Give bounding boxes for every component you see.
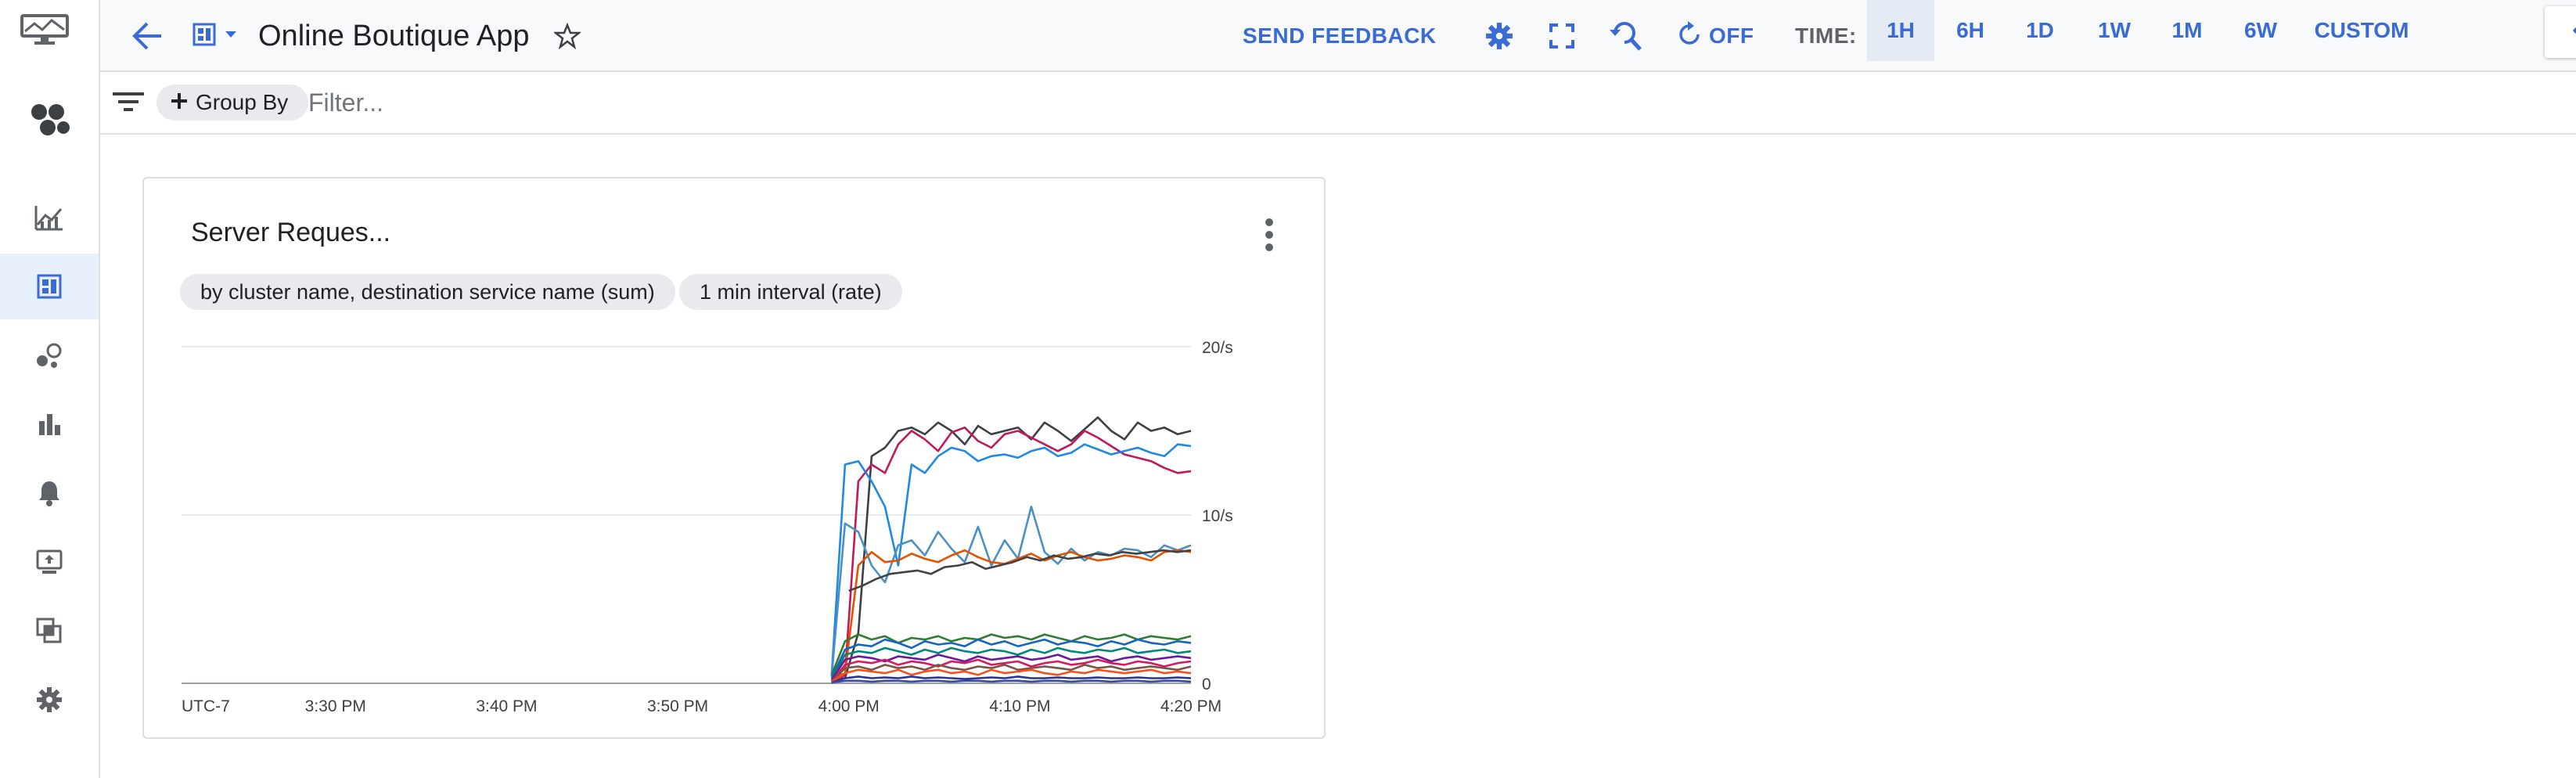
dashboard-switcher[interactable]: [192, 0, 238, 72]
monitoring-logo-icon[interactable]: [20, 14, 72, 45]
series-line: [848, 549, 1192, 593]
overview-icon[interactable]: [0, 88, 99, 153]
zoom-reset-icon[interactable]: [1607, 0, 1642, 72]
y-tick-label: 20/s: [1202, 339, 1233, 357]
groups-icon[interactable]: [0, 391, 99, 457]
filter-input[interactable]: [308, 83, 856, 122]
series-line: [831, 426, 1192, 685]
x-tick-label: 4:20 PM: [1160, 697, 1221, 715]
auto-refresh-toggle[interactable]: OFF: [1678, 0, 1754, 72]
y-tick-label: 10/s: [1202, 507, 1233, 525]
chart-card: 0 10/s 20/s UTC-7 3:30 PM 3:40 PM 3:50 PM 4:00 …: [142, 177, 1326, 739]
uptime-checks-icon[interactable]: [0, 529, 99, 595]
series-line: [831, 668, 1192, 683]
alerting-icon[interactable]: [0, 460, 99, 526]
series-line: [830, 638, 1192, 679]
chevron-down-icon: [224, 29, 238, 43]
back-arrow-icon[interactable]: [131, 0, 163, 72]
group-by-chip[interactable]: Group By: [157, 85, 309, 121]
series-line: [831, 416, 1192, 681]
time-range-1d[interactable]: 1D: [2026, 18, 2054, 42]
page-title: Online Boutique App: [258, 19, 530, 52]
time-range-custom[interactable]: CUSTOM: [2314, 18, 2409, 42]
series-line: [830, 647, 1192, 681]
dashboards-icon[interactable]: [0, 254, 99, 319]
services-icon[interactable]: [0, 322, 99, 388]
series-line: [831, 675, 1192, 684]
top-bar: Online Boutique App SEND FEEDBACK: [100, 0, 2576, 72]
time-range-6w[interactable]: 6W: [2244, 18, 2277, 42]
time-range-6h[interactable]: 6H: [1956, 18, 1984, 42]
view-mode-button[interactable]: [2545, 6, 2576, 58]
line-chart: 0 10/s 20/s UTC-7 3:30 PM 3:40 PM 3:50 PM 4:00 …: [182, 339, 1233, 715]
group-by-label: Group By: [196, 90, 289, 114]
left-nav-rail: [0, 0, 100, 778]
more-vert-icon[interactable]: [1254, 214, 1285, 255]
x-tick-label: 4:10 PM: [989, 697, 1050, 715]
series-line: [831, 549, 1192, 679]
interval-chip[interactable]: 1 min interval (rate): [679, 274, 902, 310]
x-tick-label: 3:50 PM: [647, 697, 708, 715]
series-line: [830, 664, 1192, 683]
time-label: TIME:: [1795, 23, 1857, 48]
filter-bar: Group By: [100, 72, 2576, 135]
timezone-label: UTC-7: [182, 697, 230, 715]
y-tick-label: 0: [1202, 675, 1211, 693]
auto-refresh-label: OFF: [1709, 23, 1754, 48]
time-range-1w[interactable]: 1W: [2098, 18, 2131, 42]
gear-icon[interactable]: [1485, 0, 1513, 72]
filter-list-icon[interactable]: [113, 89, 144, 118]
x-tick-label: 3:40 PM: [476, 697, 537, 715]
series-line: [830, 443, 1192, 675]
series-line: [830, 505, 1192, 677]
chart-title: Server Reques...: [191, 218, 391, 247]
integrations-icon[interactable]: [0, 598, 99, 664]
star-icon[interactable]: [554, 0, 581, 72]
metrics-explorer-icon[interactable]: [0, 185, 99, 250]
series-line: [830, 654, 1192, 681]
time-range-1h[interactable]: 1H: [1867, 0, 1934, 61]
dashboard-icon: [192, 23, 216, 50]
eye-icon: [2571, 19, 2576, 46]
series-line: [830, 633, 1192, 675]
fullscreen-icon[interactable]: [1549, 0, 1574, 72]
refresh-icon: [1678, 20, 1701, 52]
plus-icon: [171, 90, 188, 115]
x-tick-label: 3:30 PM: [305, 697, 366, 715]
settings-icon[interactable]: [0, 667, 99, 733]
aggregation-chip[interactable]: by cluster name, destination service nam…: [180, 274, 675, 310]
time-range-1m[interactable]: 1M: [2171, 18, 2203, 42]
x-tick-label: 4:00 PM: [818, 697, 880, 715]
send-feedback-button[interactable]: SEND FEEDBACK: [1243, 23, 1437, 48]
series-line: [831, 679, 1192, 684]
series-line: [830, 658, 1192, 683]
